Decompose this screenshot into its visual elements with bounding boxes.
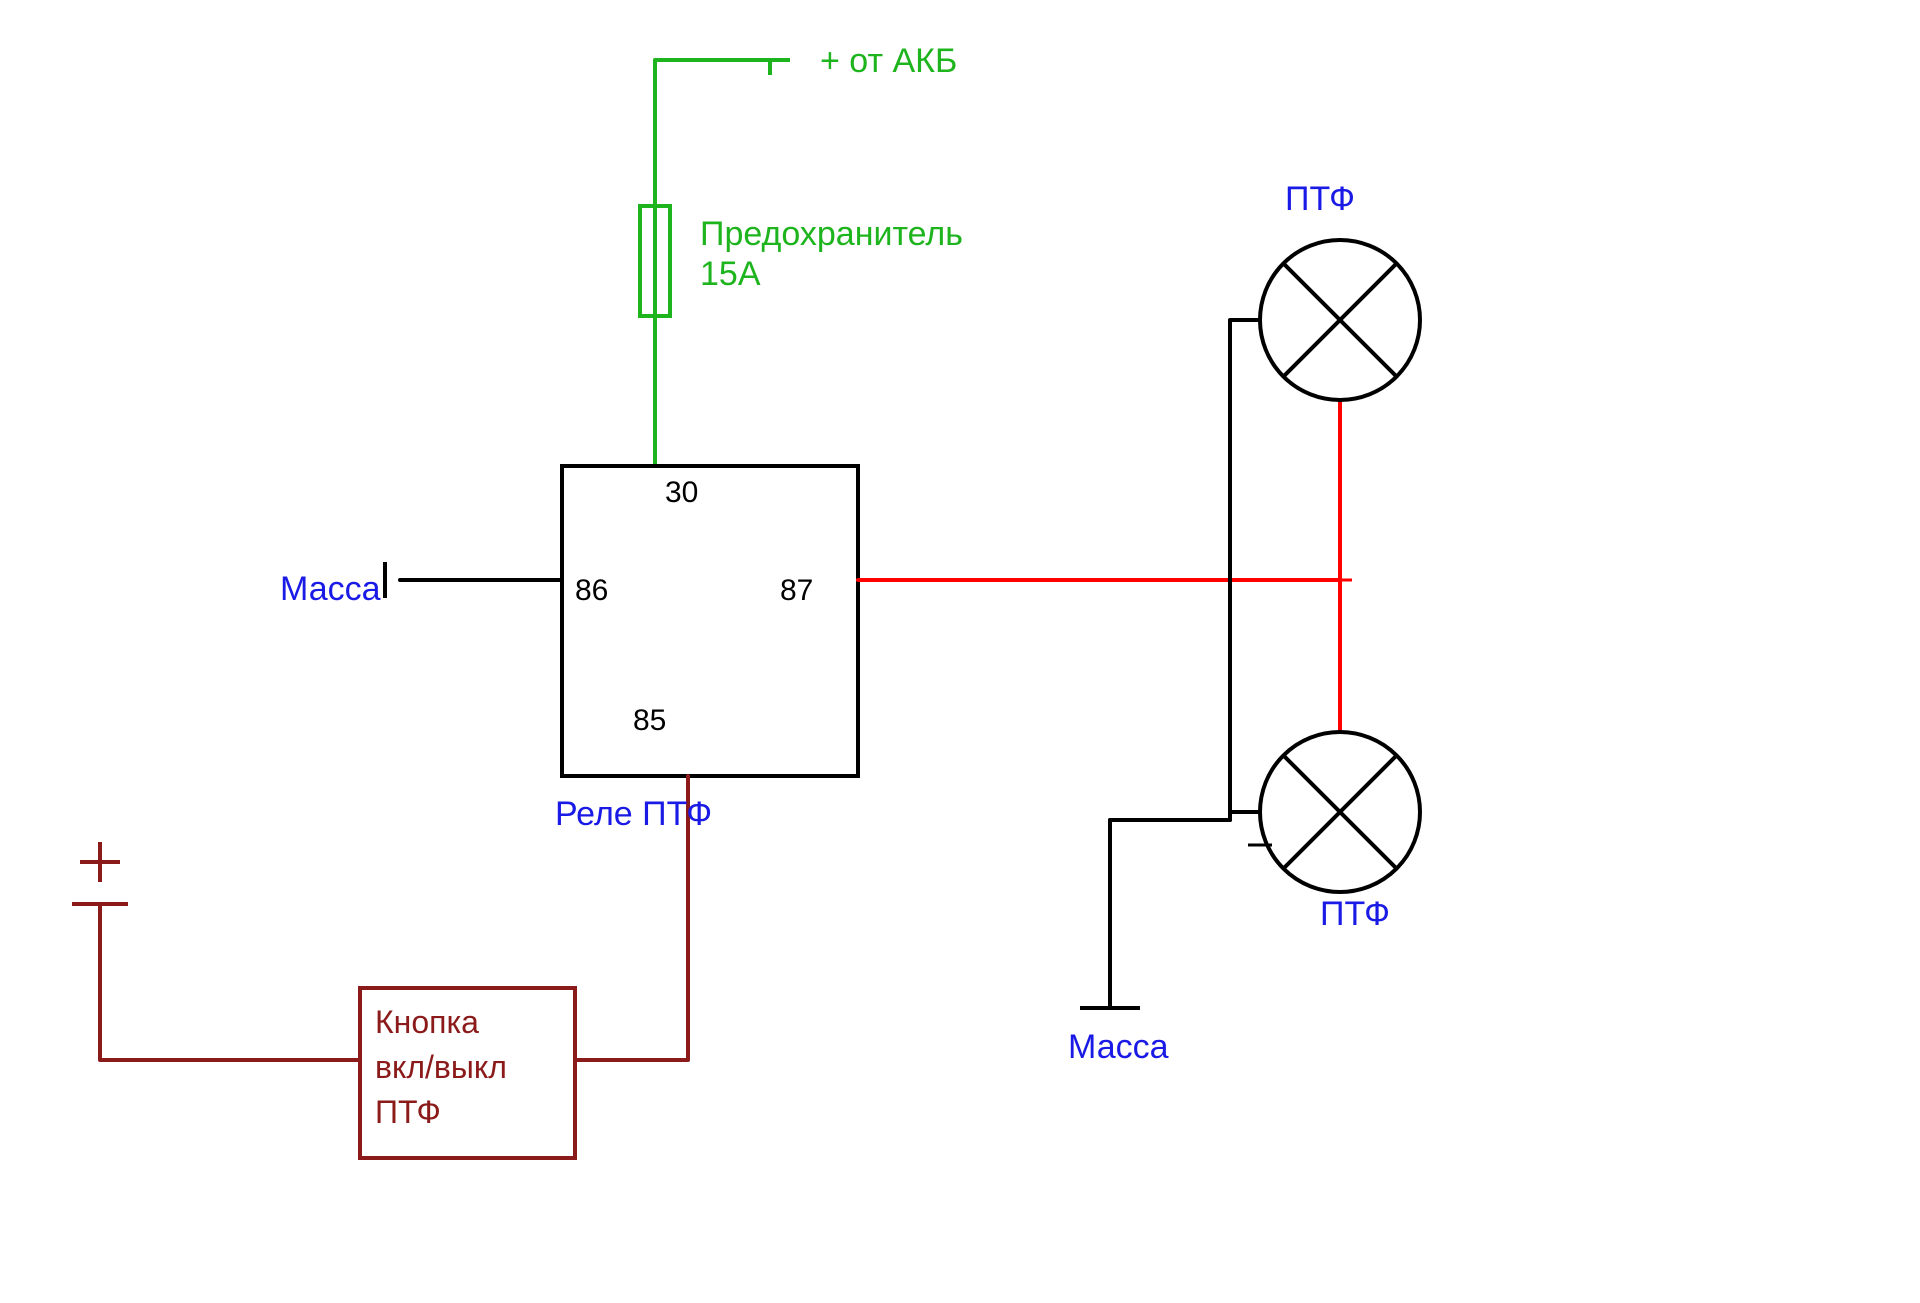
label-pin-30: 30 — [665, 476, 698, 509]
label-fuse-1: Предохранитель — [700, 215, 963, 253]
label-pin-87: 87 — [780, 574, 813, 607]
label-switch-1: Кнопка — [375, 1004, 479, 1040]
label-ptf-bottom: ПТФ — [1320, 895, 1390, 933]
label-pin-86: 86 — [575, 574, 608, 607]
relay-box — [562, 466, 858, 776]
label-ground-left: Масса — [280, 570, 381, 608]
label-battery: + от АКБ — [820, 42, 957, 80]
label-relay: Реле ПТФ — [555, 795, 712, 833]
label-pin-85: 85 — [633, 704, 666, 737]
circuit-diagram: + от АКБ Предохранитель15А ПТФ ПТФ Масса Масс… — [0, 0, 1920, 1303]
label-switch-2: вкл/выкл — [375, 1049, 507, 1085]
label-ground-right: Масса — [1068, 1028, 1169, 1066]
label-fuse-2: 15А — [700, 255, 761, 293]
label-ptf-top: ПТФ — [1285, 180, 1355, 218]
label-switch-3: ПТФ — [375, 1094, 441, 1130]
